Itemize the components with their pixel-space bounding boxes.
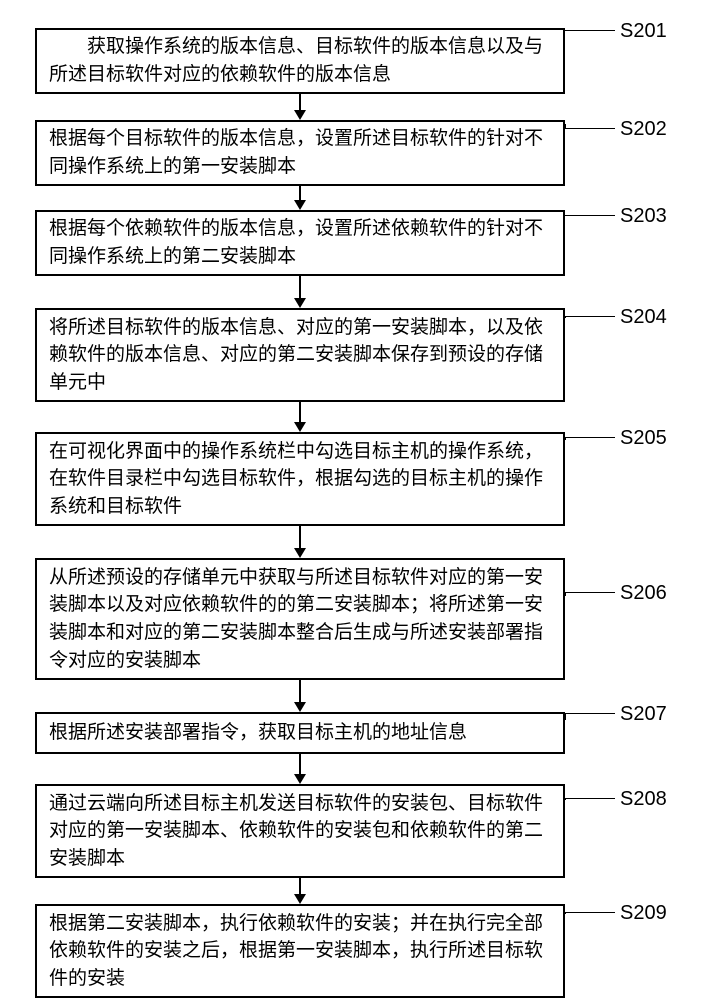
step-label-S205: S205 <box>620 427 667 450</box>
flow-step-S209: 根据第二安装脚本，执行依赖软件的安装；并在执行完全部依赖软件的安装之后，根据第一… <box>35 904 565 998</box>
flow-step-S205: 在可视化界面中的操作系统栏中勾选目标主机的操作系统，在软件目录栏中勾选目标软件，… <box>35 432 565 526</box>
flow-step-text: 根据每个依赖软件的版本信息，设置所述依赖软件的针对不同操作系统上的第二安装脚本 <box>49 215 551 270</box>
lead-line <box>565 713 615 714</box>
step-label-S209: S209 <box>620 902 667 925</box>
flow-step-text: 根据所述安装部署指令，获取目标主机的地址信息 <box>49 719 551 747</box>
connector-line <box>299 754 301 775</box>
flow-step-S207: 根据所述安装部署指令，获取目标主机的地址信息 <box>35 712 565 754</box>
flow-step-S206: 从所述预设的存储单元中获取与所述目标软件对应的第一安装脚本以及对应依赖软件的的第… <box>35 558 565 680</box>
step-label-S203: S203 <box>620 205 667 228</box>
step-label-S202: S202 <box>620 118 667 141</box>
arrow-head-icon <box>294 702 306 712</box>
flow-step-text: 根据第二安装脚本，执行依赖软件的安装；并在执行完全部依赖软件的安装之后，根据第一… <box>49 910 551 993</box>
arrow-head-icon <box>294 422 306 432</box>
connector-line <box>299 680 301 703</box>
step-label-S207: S207 <box>620 703 667 726</box>
arrow-head-icon <box>294 200 306 210</box>
flow-step-S208: 通过云端向所述目标主机发送目标软件的安装包、目标软件对应的第一安装脚本、依赖软件… <box>35 784 565 878</box>
lead-line <box>565 215 615 216</box>
arrow-head-icon <box>294 298 306 308</box>
step-label-S206: S206 <box>620 582 667 605</box>
lead-line <box>565 128 615 129</box>
flow-step-S203: 根据每个依赖软件的版本信息，设置所述依赖软件的针对不同操作系统上的第二安装脚本 <box>35 210 565 276</box>
flowchart-canvas: 获取操作系统的版本信息、目标软件的版本信息以及与所述目标软件对应的依赖软件的版本… <box>0 0 705 1000</box>
flow-step-S204: 将所述目标软件的版本信息、对应的第一安装脚本，以及依赖软件的版本信息、对应的第二… <box>35 308 565 402</box>
lead-line <box>565 30 615 31</box>
flow-step-text: 根据每个目标软件的版本信息，设置所述目标软件的针对不同操作系统上的第一安装脚本 <box>49 125 551 180</box>
lead-line <box>565 713 566 720</box>
flow-step-text: 在可视化界面中的操作系统栏中勾选目标主机的操作系统，在软件目录栏中勾选目标软件，… <box>49 438 551 521</box>
connector-line <box>299 526 301 549</box>
lead-line <box>565 912 615 913</box>
connector-line <box>299 94 301 111</box>
lead-line <box>565 437 615 438</box>
step-label-S208: S208 <box>620 788 667 811</box>
connector-line <box>299 878 301 895</box>
step-label-S201: S201 <box>620 20 667 43</box>
step-label-S204: S204 <box>620 306 667 329</box>
arrow-head-icon <box>294 110 306 120</box>
connector-line <box>299 402 301 423</box>
arrow-head-icon <box>294 894 306 904</box>
arrow-head-icon <box>294 774 306 784</box>
lead-line <box>565 592 615 593</box>
lead-line <box>565 316 615 317</box>
connector-line <box>299 276 301 299</box>
flow-step-text: 从所述预设的存储单元中获取与所述目标软件对应的第一安装脚本以及对应依赖软件的的第… <box>49 564 551 674</box>
flow-step-text: 通过云端向所述目标主机发送目标软件的安装包、目标软件对应的第一安装脚本、依赖软件… <box>49 790 551 873</box>
lead-line <box>565 798 615 799</box>
flow-step-text: 将所述目标软件的版本信息、对应的第一安装脚本，以及依赖软件的版本信息、对应的第二… <box>49 314 551 397</box>
connector-line <box>299 186 301 201</box>
flow-step-text: 获取操作系统的版本信息、目标软件的版本信息以及与所述目标软件对应的依赖软件的版本… <box>49 33 551 88</box>
flow-step-S201: 获取操作系统的版本信息、目标软件的版本信息以及与所述目标软件对应的依赖软件的版本… <box>35 28 565 94</box>
flow-step-S202: 根据每个目标软件的版本信息，设置所述目标软件的针对不同操作系统上的第一安装脚本 <box>35 120 565 186</box>
arrow-head-icon <box>294 548 306 558</box>
